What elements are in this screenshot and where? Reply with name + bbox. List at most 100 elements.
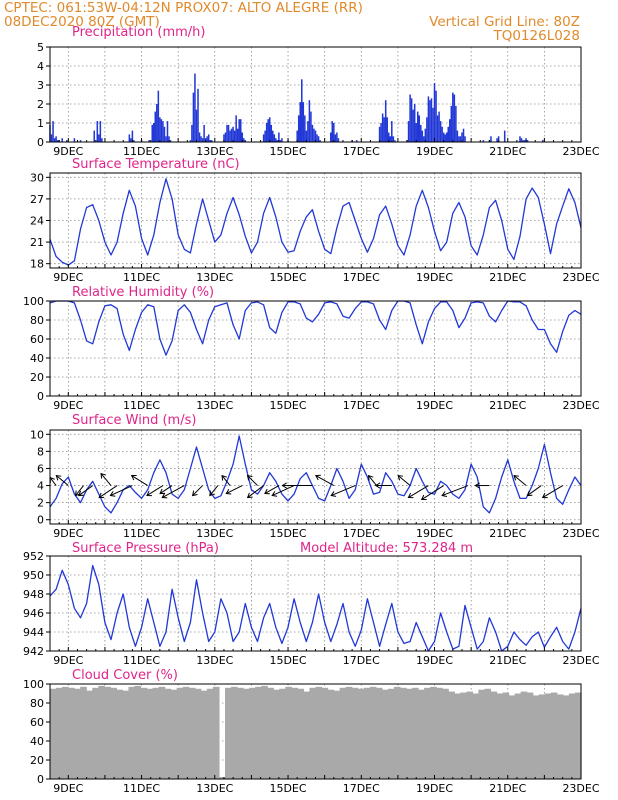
precip-bar: [420, 124, 422, 142]
cloud-bar: [478, 689, 486, 779]
precip-bar: [455, 105, 457, 142]
precip-bar: [52, 121, 54, 142]
panel-frame: [49, 555, 582, 652]
cloud-bar: [387, 688, 395, 779]
precip-bar: [262, 134, 265, 142]
wind-vector: [408, 485, 429, 498]
cloud-bar: [351, 687, 359, 779]
wind-vector-head: [146, 490, 152, 497]
cloud-bar: [562, 695, 570, 779]
precip-bar: [232, 126, 234, 142]
precip-bar: [496, 138, 498, 142]
xtick-label: 9DEC: [53, 271, 83, 284]
ytick-label: 40: [30, 735, 44, 748]
precip-bar: [313, 128, 315, 142]
cloud-bar: [430, 686, 437, 779]
ytick-label: 80: [30, 314, 44, 327]
cloud-bar: [393, 686, 401, 779]
precip-bar: [459, 136, 462, 142]
ytick-label: 30: [30, 171, 44, 184]
xtick-label: 15DEC: [269, 399, 306, 412]
precip-bar: [355, 140, 358, 142]
precip-bar: [307, 121, 309, 142]
precip-bar: [429, 100, 431, 142]
ytick-label: 0: [37, 514, 44, 527]
wind-vector-head: [314, 474, 321, 481]
precip-bar: [503, 130, 506, 142]
xtick-label: 9DEC: [53, 399, 83, 412]
wind-vector: [397, 475, 411, 486]
precip-bar: [156, 104, 158, 142]
panel-wind: Surface Wind (m/s) 0 2 4 6 8 10 9DEC 11DEC 13DEC 1…: [30, 413, 600, 540]
precip-bar: [130, 138, 132, 142]
cloud-bar: [74, 688, 81, 779]
precip-bar: [301, 79, 303, 142]
precip-bar: [311, 124, 314, 142]
precip-bar: [73, 138, 76, 142]
precip-bar: [223, 134, 225, 142]
precip-bar: [270, 124, 273, 142]
ytick-label: 80: [30, 697, 44, 710]
wind-vector: [78, 485, 94, 496]
panel-title-temp: Surface Temperature (nC): [72, 157, 240, 172]
xtick-label: 15DEC: [269, 782, 306, 795]
precip-bar: [165, 136, 167, 142]
precip-bar: [423, 136, 425, 142]
precip-bar: [226, 124, 228, 142]
cloud-bar: [502, 692, 510, 779]
precip-bar: [163, 126, 166, 142]
ytick-label: 952: [23, 550, 44, 563]
precip-bar: [319, 140, 321, 142]
precip-bar: [387, 132, 390, 142]
precip-bar: [227, 124, 230, 142]
panel-pres: Surface Pressure (hPa) Model Altitude: 57…: [23, 541, 600, 667]
cloud-bar: [538, 694, 546, 779]
precip-bar: [272, 130, 274, 142]
ytick-label: 40: [30, 352, 44, 365]
wind-vector: [209, 485, 219, 496]
precip-bar: [458, 136, 460, 142]
wind-vector: [315, 475, 335, 486]
wind-vector-head: [474, 482, 480, 489]
wind-vector: [271, 485, 295, 497]
ytick-label: 18: [30, 258, 44, 271]
precip-bar: [267, 119, 269, 142]
xtick-label: 11DEC: [123, 527, 160, 540]
precip-bar: [203, 124, 205, 142]
xtick-label: 21DEC: [489, 271, 526, 284]
ytick-label: 100: [23, 295, 44, 308]
precip-bar: [421, 130, 424, 142]
ytick-label: 6: [37, 462, 44, 475]
precip-bar: [333, 123, 335, 142]
cloud-bar: [188, 687, 196, 779]
precip-bar: [160, 119, 163, 142]
panel-title-cloud: Cloud Cover (%): [72, 668, 178, 683]
panel-title-pres: Surface Pressure (hPa): [72, 541, 219, 556]
cloud-bar: [399, 687, 407, 779]
wind-vector-head: [513, 474, 520, 481]
precip-bar: [336, 132, 338, 142]
precip-bar: [236, 128, 239, 142]
wind-vector-head: [264, 488, 270, 495]
cloud-bar: [80, 686, 87, 779]
xtick-label: 15DEC: [269, 271, 306, 284]
precip-bar: [482, 140, 485, 142]
panel-cloud: Cloud Cover (%) 0 20 40 60 80 100 9DEC 11DEC 13DE…: [23, 668, 600, 795]
xtick-label: 11DEC: [123, 782, 160, 795]
precip-bar: [151, 124, 153, 142]
precip-bar: [297, 115, 300, 142]
xtick-label: 23DEC: [562, 782, 599, 795]
precip-bar: [409, 94, 411, 142]
precip-bar: [391, 121, 393, 142]
wind-vector: [55, 475, 69, 486]
precip-bar: [195, 109, 198, 142]
precip-bar: [386, 117, 388, 142]
ytick-label: 0: [37, 390, 44, 403]
wind-vector: [100, 473, 112, 486]
panel-title-wind: Surface Wind (m/s): [72, 413, 196, 428]
precip-bar: [305, 130, 308, 142]
cloud-bar: [406, 688, 413, 779]
cloud-bar: [218, 777, 226, 779]
cloud-bar: [194, 688, 202, 779]
precip-bar: [66, 140, 68, 142]
